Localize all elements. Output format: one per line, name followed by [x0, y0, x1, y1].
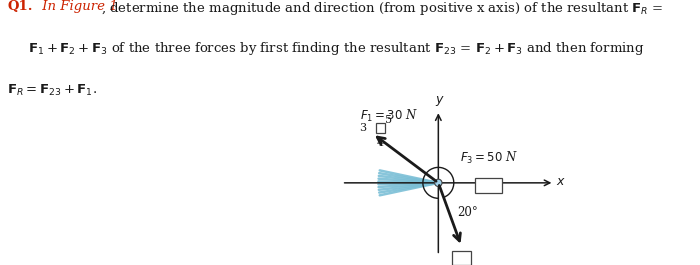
Text: $F_1 = 30$ N: $F_1 = 30$ N [360, 108, 418, 124]
Text: In Figure 1: In Figure 1 [38, 0, 118, 13]
Text: 5: 5 [386, 115, 393, 125]
Text: 3: 3 [358, 123, 366, 133]
Bar [452, 251, 471, 265]
Text: , determine the magnitude and direction (from positive x axis) of the resultant : , determine the magnitude and direction … [101, 0, 663, 17]
Text: Q1.: Q1. [7, 0, 32, 13]
Text: $x$: $x$ [556, 175, 566, 188]
Circle shape [435, 179, 442, 187]
Text: $\mathbf{F}_1 + \mathbf{F}_2 + \mathbf{F}_3$ of the three forces by first findin: $\mathbf{F}_1 + \mathbf{F}_2 + \mathbf{F… [28, 40, 645, 57]
Bar [375, 123, 385, 132]
Text: $\mathbf{F}_{R} = \mathbf{F}_{23} + \mathbf{F}_1$.: $\mathbf{F}_{R} = \mathbf{F}_{23} + \mat… [7, 83, 97, 98]
Text: 20°: 20° [458, 206, 478, 219]
Text: 4: 4 [377, 138, 384, 148]
Text: $F_3 = 50$ N: $F_3 = 50$ N [460, 150, 517, 166]
Text: $y$: $y$ [435, 94, 445, 108]
Bar [475, 178, 502, 192]
